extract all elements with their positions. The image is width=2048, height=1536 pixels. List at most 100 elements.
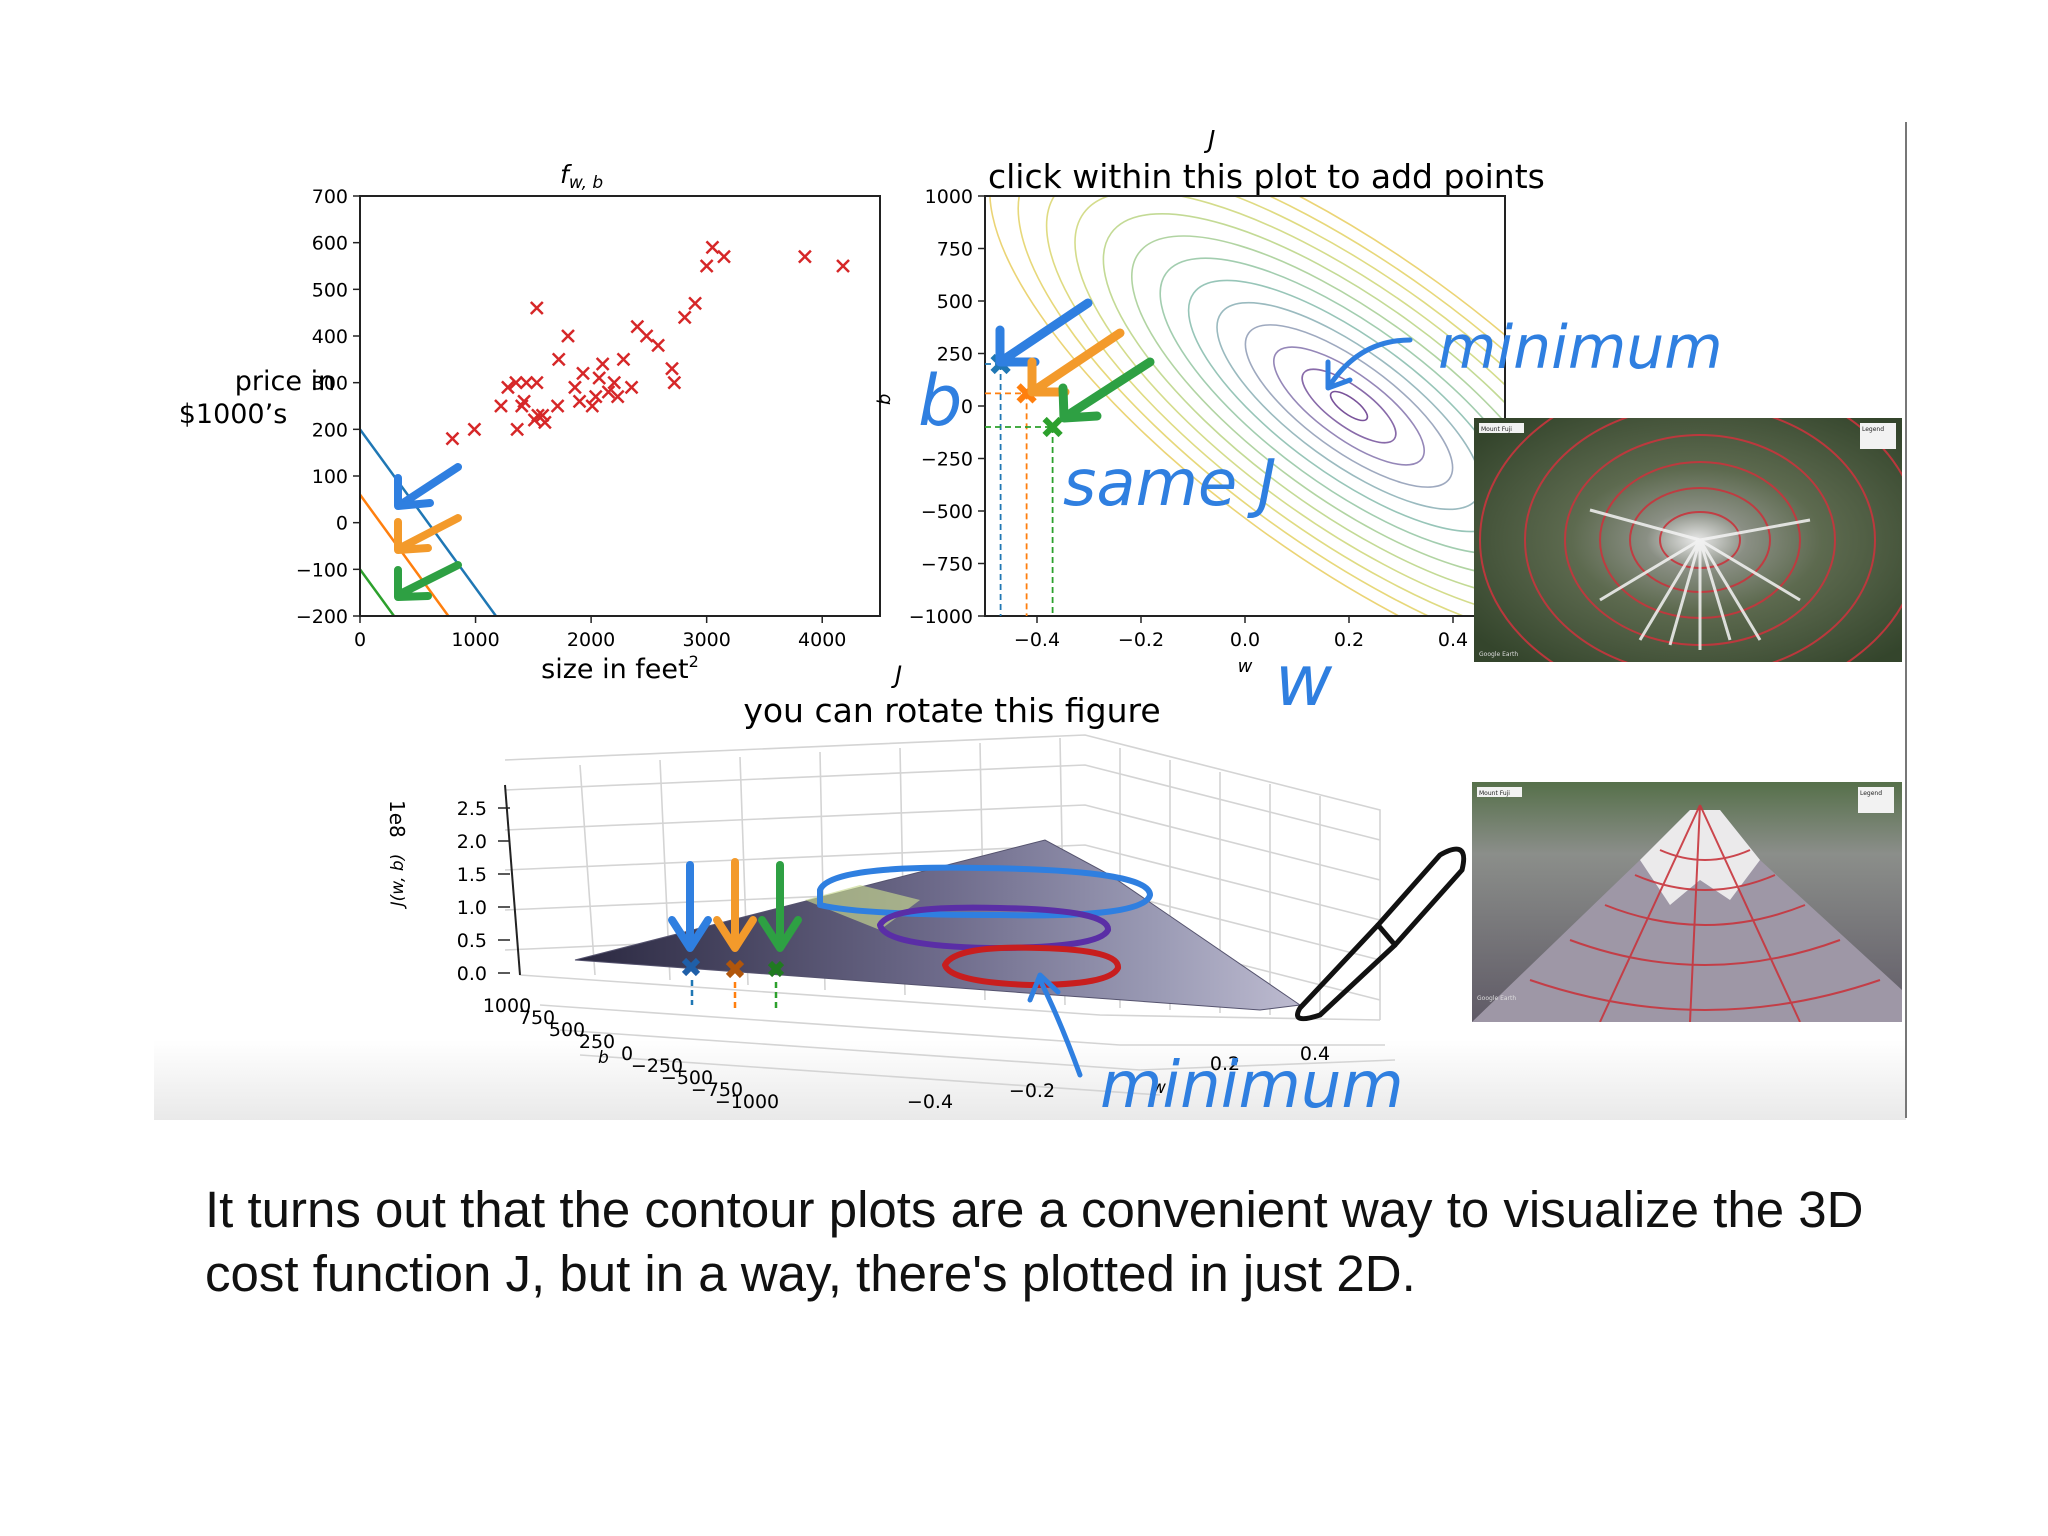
scatter-y-tick-label: 700 bbox=[312, 186, 348, 208]
mount-fuji-side-view-photo: Mount Fuji Legend Google Earth bbox=[1472, 782, 1902, 1022]
scatter-xlabel: size in feet2 bbox=[541, 652, 699, 685]
data-point-25 bbox=[607, 375, 622, 390]
data-point-8 bbox=[517, 394, 531, 409]
contour-ring bbox=[989, 196, 1505, 616]
scatter-y-tick-label: 100 bbox=[312, 466, 348, 488]
contour-ring bbox=[1017, 196, 1505, 616]
scatter-x-tick-label: 0 bbox=[354, 629, 366, 651]
surface-points bbox=[681, 957, 785, 1010]
annotation-w-letter: w bbox=[1275, 640, 1333, 722]
scatter-y-tick-label: 300 bbox=[312, 373, 348, 395]
scatter-x-tick-label: 3000 bbox=[682, 629, 730, 651]
contour-ring bbox=[1045, 196, 1505, 616]
surface-b-tick-label: −750 bbox=[691, 1079, 743, 1101]
data-point-20 bbox=[585, 399, 600, 413]
caption-line-2: cost function J, but in a way, there's p… bbox=[205, 1245, 1416, 1302]
contour-y-tick-label: 1000 bbox=[925, 186, 973, 208]
surface-grid-walls bbox=[504, 734, 1396, 1096]
scatter-y-tick-label: −200 bbox=[296, 606, 348, 628]
surface-b-tick-label: −250 bbox=[631, 1055, 683, 1077]
contour-lines bbox=[989, 196, 1505, 616]
contour-xlabel: w bbox=[1238, 656, 1253, 677]
contour-ring bbox=[1244, 324, 1454, 488]
photo-top-legend: Legend bbox=[1862, 426, 1884, 433]
surface-b-tick-label: −500 bbox=[661, 1067, 713, 1089]
green-arrow-contour bbox=[1063, 357, 1155, 420]
annotation-b-letter: b bbox=[918, 360, 962, 442]
data-point-26 bbox=[610, 389, 625, 404]
slide-caption: It turns out that the contour plots are … bbox=[205, 1178, 1925, 1306]
data-point-38 bbox=[705, 240, 720, 255]
scatter-ylabel-line1: price in bbox=[235, 366, 335, 397]
data-point-39 bbox=[717, 249, 731, 264]
contour-y-ticks: 1000 750 500 250 0 −250 −500 −750 −1000 bbox=[909, 186, 985, 628]
orange-arrow-contour bbox=[1030, 328, 1125, 395]
minimum-arrow-top bbox=[1327, 337, 1413, 388]
data-point-34 bbox=[677, 310, 692, 325]
surface-w-ticks: −0.4 −0.2 0.2 0.4 bbox=[907, 1043, 1330, 1113]
scatter-y-tick-label: 200 bbox=[312, 419, 348, 441]
surface-w-tick-label: −0.4 bbox=[907, 1091, 953, 1113]
contour-y-tick-label: −750 bbox=[921, 554, 973, 576]
scatter-points bbox=[445, 240, 850, 446]
contour-plot[interactable]: −0.4 −0.2 0.0 0.2 0.4 1000 750 500 250 0 −250 −500… bbox=[874, 30, 1786, 781]
green-arrow-scatter bbox=[396, 561, 462, 598]
mount-fuji-top-view-photo: Mount Fuji Legend Google Earth bbox=[1474, 418, 1902, 662]
surface-b-tick-label: 0 bbox=[621, 1043, 633, 1065]
data-point-12 bbox=[529, 375, 544, 390]
data-point-28 bbox=[624, 380, 639, 395]
surface-plot[interactable]: J you can rotate this figure 2.5 2.0 1.5 1.… bbox=[385, 661, 1396, 1113]
data-point-0 bbox=[445, 431, 460, 446]
orange-arrow-scatter bbox=[396, 514, 462, 552]
contour-ring bbox=[1131, 235, 1505, 577]
data-point-14 bbox=[550, 399, 565, 413]
caption-line-1: It turns out that the contour plots are … bbox=[205, 1181, 1864, 1238]
data-point-35 bbox=[688, 296, 702, 311]
data-point-17 bbox=[568, 380, 582, 395]
data-point-15 bbox=[551, 352, 566, 367]
contour-points bbox=[985, 353, 1063, 616]
annotation-minimum-bottom: minimum bbox=[1100, 1049, 1404, 1123]
contour-ylabel: b bbox=[874, 394, 895, 405]
data-point-19 bbox=[576, 366, 590, 381]
data-point-23 bbox=[595, 357, 610, 371]
surface-title: you can rotate this figure bbox=[743, 691, 1160, 730]
contour-ring bbox=[1329, 390, 1369, 422]
contour-y-tick-label: 750 bbox=[937, 239, 973, 261]
scatter-x-tick-label: 1000 bbox=[451, 629, 499, 651]
scatter-y-tick-label: 400 bbox=[312, 326, 348, 348]
data-point-32 bbox=[665, 361, 679, 376]
data-point-11 bbox=[519, 375, 534, 390]
scatter-axes-frame bbox=[359, 195, 881, 617]
scatter-x-tick-label: 4000 bbox=[798, 629, 846, 651]
data-point-10 bbox=[501, 380, 515, 395]
scatter-y-tick-label: 0 bbox=[336, 513, 348, 535]
data-point-18 bbox=[572, 394, 587, 409]
scatter-y-tick-label: 600 bbox=[312, 233, 348, 255]
scatter-y-tick-label: −100 bbox=[296, 559, 348, 581]
data-point-40 bbox=[798, 249, 812, 264]
photo-bottom-label: Mount Fuji bbox=[1479, 790, 1510, 797]
photo-bottom-credit: Google Earth bbox=[1477, 995, 1516, 1002]
contour-y-tick-label: −500 bbox=[921, 501, 973, 523]
surface-z-tick-label: 2.0 bbox=[457, 831, 487, 853]
scatter-x-tick-label: 2000 bbox=[567, 629, 615, 651]
surface-z-ticks: 2.5 2.0 1.5 1.0 0.5 0.0 bbox=[457, 798, 510, 985]
photo-top-credit: Google Earth bbox=[1479, 651, 1518, 658]
contour-point-green bbox=[1042, 416, 1063, 438]
contour-ring bbox=[1301, 368, 1397, 444]
contour-top-label: J bbox=[1203, 125, 1215, 154]
annotation-minimum-top: minimum bbox=[1438, 313, 1723, 383]
surface-z-axis bbox=[504, 784, 521, 976]
surface-w-label: w bbox=[1152, 1078, 1166, 1098]
contour-title: click within this plot to add points bbox=[988, 157, 1545, 196]
contour-y-tick-label: 0 bbox=[961, 396, 973, 418]
surface-zlabel: J(w, b) bbox=[388, 854, 408, 910]
data-point-37 bbox=[699, 259, 714, 273]
contour-x-ticks: −0.4 −0.2 0.0 0.2 0.4 bbox=[1014, 616, 1468, 651]
data-point-33 bbox=[667, 375, 682, 390]
data-point-31 bbox=[651, 338, 666, 353]
surface-b-label: b bbox=[598, 1048, 609, 1068]
